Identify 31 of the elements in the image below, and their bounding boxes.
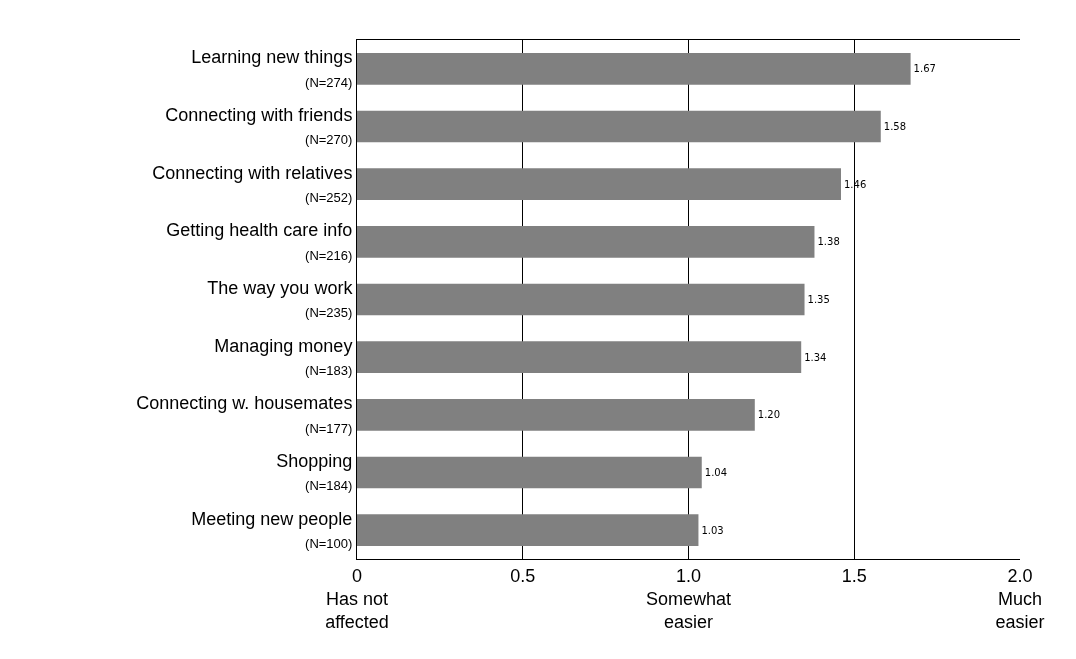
bar bbox=[357, 283, 805, 316]
data-label: 1.34 bbox=[804, 351, 827, 363]
bar bbox=[357, 514, 699, 547]
x-tick-label: 1.5 bbox=[841, 565, 867, 586]
bar bbox=[357, 398, 755, 431]
bar bbox=[357, 456, 702, 489]
data-label: 1.35 bbox=[807, 294, 830, 305]
bar bbox=[357, 110, 881, 143]
y-tick-label: Connecting with relatives (N=252) bbox=[152, 162, 353, 206]
data-label: 1.38 bbox=[817, 236, 840, 248]
x-tick-label: 0 Has not affected bbox=[325, 565, 389, 633]
y-tick-label: Getting health care info (N=216) bbox=[166, 220, 353, 263]
x-tick-label: 2.0 Much easier bbox=[995, 565, 1045, 633]
x-tick-label: 1.0 Somewhat easier bbox=[645, 565, 732, 633]
bar bbox=[357, 52, 911, 85]
data-label: 1.03 bbox=[701, 524, 724, 536]
data-label: 1.20 bbox=[757, 409, 781, 421]
bar bbox=[357, 225, 815, 258]
data-label: 1.04 bbox=[704, 467, 728, 478]
y-tick-label: The way you work (N=235) bbox=[207, 278, 354, 321]
data-label: 1.58 bbox=[883, 121, 907, 132]
bar bbox=[357, 168, 841, 201]
x-tick-label: 0.5 bbox=[510, 565, 536, 586]
y-tick-label: Learning new things (N=274) bbox=[191, 47, 353, 90]
y-tick-label: Meeting new people (N=100) bbox=[191, 508, 353, 552]
y-tick-label: Connecting with friends (N=270) bbox=[165, 105, 353, 148]
bar bbox=[357, 341, 802, 374]
data-label: 1.67 bbox=[913, 63, 936, 75]
y-tick-label: Managing money (N=183) bbox=[214, 335, 353, 379]
y-tick-label: Connecting w. housemates (N=177) bbox=[136, 393, 353, 436]
y-tick-label: Shopping (N=184) bbox=[276, 451, 353, 494]
